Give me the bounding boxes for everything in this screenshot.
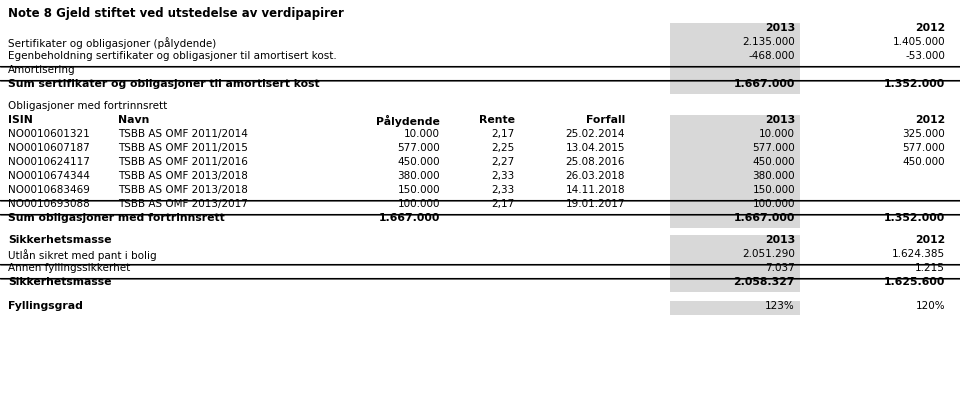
- Text: 450.000: 450.000: [902, 157, 945, 167]
- Text: Sikkerhetsmasse: Sikkerhetsmasse: [8, 235, 111, 245]
- Text: 100.000: 100.000: [753, 199, 795, 209]
- Text: 2012: 2012: [915, 235, 945, 245]
- Text: Sertifikater og obligasjoner (pålydende): Sertifikater og obligasjoner (pålydende): [8, 37, 216, 49]
- Text: 325.000: 325.000: [902, 129, 945, 139]
- Text: 2012: 2012: [915, 115, 945, 125]
- Bar: [670, 301, 800, 315]
- Text: 150.000: 150.000: [753, 185, 795, 195]
- Text: 2,17: 2,17: [492, 199, 515, 209]
- Text: 1.352.000: 1.352.000: [884, 79, 945, 89]
- Text: 2.135.000: 2.135.000: [742, 37, 795, 47]
- Text: 26.03.2018: 26.03.2018: [565, 171, 625, 181]
- Text: 1.667.000: 1.667.000: [733, 79, 795, 89]
- Text: 1.624.385: 1.624.385: [892, 249, 945, 259]
- Text: 2.051.290: 2.051.290: [742, 249, 795, 259]
- Text: Sum obligasjoner med fortrinnsrett: Sum obligasjoner med fortrinnsrett: [8, 213, 225, 223]
- Bar: [670, 199, 800, 213]
- Text: 450.000: 450.000: [753, 157, 795, 167]
- Text: 1.667.000: 1.667.000: [378, 213, 440, 223]
- Bar: [670, 171, 800, 185]
- Text: 2.058.327: 2.058.327: [733, 277, 795, 287]
- Text: 577.000: 577.000: [397, 143, 440, 153]
- Bar: [670, 79, 800, 94]
- Bar: [670, 23, 800, 37]
- Text: 380.000: 380.000: [753, 171, 795, 181]
- Text: 14.11.2018: 14.11.2018: [565, 185, 625, 195]
- Bar: [670, 115, 800, 129]
- Bar: [670, 277, 800, 292]
- Text: 2,27: 2,27: [492, 157, 515, 167]
- Text: Amortisering: Amortisering: [8, 65, 76, 75]
- Text: 1.667.000: 1.667.000: [733, 213, 795, 223]
- Text: NO0010601321: NO0010601321: [8, 129, 89, 139]
- Text: Note 8 Gjeld stiftet ved utstedelse av verdipapirer: Note 8 Gjeld stiftet ved utstedelse av v…: [8, 7, 344, 20]
- Text: NO0010693088: NO0010693088: [8, 199, 89, 209]
- Text: Pålydende: Pålydende: [376, 115, 440, 127]
- Text: 2013: 2013: [765, 235, 795, 245]
- Text: 13.04.2015: 13.04.2015: [565, 143, 625, 153]
- Text: TSBB AS OMF 2013/2017: TSBB AS OMF 2013/2017: [118, 199, 248, 209]
- Text: -468.000: -468.000: [749, 51, 795, 61]
- Text: TSBB AS OMF 2011/2016: TSBB AS OMF 2011/2016: [118, 157, 248, 167]
- Text: 25.08.2016: 25.08.2016: [565, 157, 625, 167]
- Bar: [670, 157, 800, 171]
- Text: Forfall: Forfall: [586, 115, 625, 125]
- Text: 120%: 120%: [916, 301, 945, 311]
- Text: 1.625.600: 1.625.600: [883, 277, 945, 287]
- Bar: [670, 129, 800, 143]
- Text: 2012: 2012: [915, 23, 945, 33]
- Text: ISIN: ISIN: [8, 115, 33, 125]
- Text: 19.01.2017: 19.01.2017: [565, 199, 625, 209]
- Bar: [670, 143, 800, 157]
- Text: 10.000: 10.000: [404, 129, 440, 139]
- Bar: [670, 263, 800, 277]
- Text: NO0010674344: NO0010674344: [8, 171, 90, 181]
- Text: TSBB AS OMF 2011/2014: TSBB AS OMF 2011/2014: [118, 129, 248, 139]
- Bar: [670, 65, 800, 79]
- Text: 10.000: 10.000: [759, 129, 795, 139]
- Text: 2,33: 2,33: [492, 171, 515, 181]
- Text: 150.000: 150.000: [397, 185, 440, 195]
- Text: 380.000: 380.000: [397, 171, 440, 181]
- Bar: [670, 37, 800, 51]
- Text: 1.215: 1.215: [915, 263, 945, 273]
- Text: 1.405.000: 1.405.000: [893, 37, 945, 47]
- Text: Fyllingsgrad: Fyllingsgrad: [8, 301, 83, 311]
- Text: 2,25: 2,25: [492, 143, 515, 153]
- Text: 100.000: 100.000: [397, 199, 440, 209]
- Text: 450.000: 450.000: [397, 157, 440, 167]
- Bar: [670, 213, 800, 228]
- Text: 2,33: 2,33: [492, 185, 515, 195]
- Text: TSBB AS OMF 2013/2018: TSBB AS OMF 2013/2018: [118, 185, 248, 195]
- Text: Obligasjoner med fortrinnsrett: Obligasjoner med fortrinnsrett: [8, 101, 167, 111]
- Text: Navn: Navn: [118, 115, 150, 125]
- Bar: [670, 235, 800, 249]
- Text: 2013: 2013: [765, 23, 795, 33]
- Text: TSBB AS OMF 2013/2018: TSBB AS OMF 2013/2018: [118, 171, 248, 181]
- Text: Annen fyllingssikkerhet: Annen fyllingssikkerhet: [8, 263, 131, 273]
- Text: Utlån sikret med pant i bolig: Utlån sikret med pant i bolig: [8, 249, 156, 261]
- Text: 577.000: 577.000: [902, 143, 945, 153]
- Text: -53.000: -53.000: [905, 51, 945, 61]
- Text: 25.02.2014: 25.02.2014: [565, 129, 625, 139]
- Text: 577.000: 577.000: [753, 143, 795, 153]
- Text: 2,17: 2,17: [492, 129, 515, 139]
- Bar: [670, 185, 800, 199]
- Text: 2013: 2013: [765, 115, 795, 125]
- Bar: [670, 51, 800, 65]
- Text: NO0010683469: NO0010683469: [8, 185, 90, 195]
- Text: Egenbeholdning sertifikater og obligasjoner til amortisert kost.: Egenbeholdning sertifikater og obligasjo…: [8, 51, 337, 61]
- Text: Sikkerhetsmasse: Sikkerhetsmasse: [8, 277, 111, 287]
- Text: Rente: Rente: [479, 115, 515, 125]
- Text: 7.037: 7.037: [765, 263, 795, 273]
- Text: NO0010624117: NO0010624117: [8, 157, 90, 167]
- Text: 1.352.000: 1.352.000: [884, 213, 945, 223]
- Text: 123%: 123%: [765, 301, 795, 311]
- Text: TSBB AS OMF 2011/2015: TSBB AS OMF 2011/2015: [118, 143, 248, 153]
- Bar: [670, 249, 800, 263]
- Text: NO0010607187: NO0010607187: [8, 143, 89, 153]
- Text: Sum sertifikater og obligasjoner til amortisert kost: Sum sertifikater og obligasjoner til amo…: [8, 79, 320, 89]
